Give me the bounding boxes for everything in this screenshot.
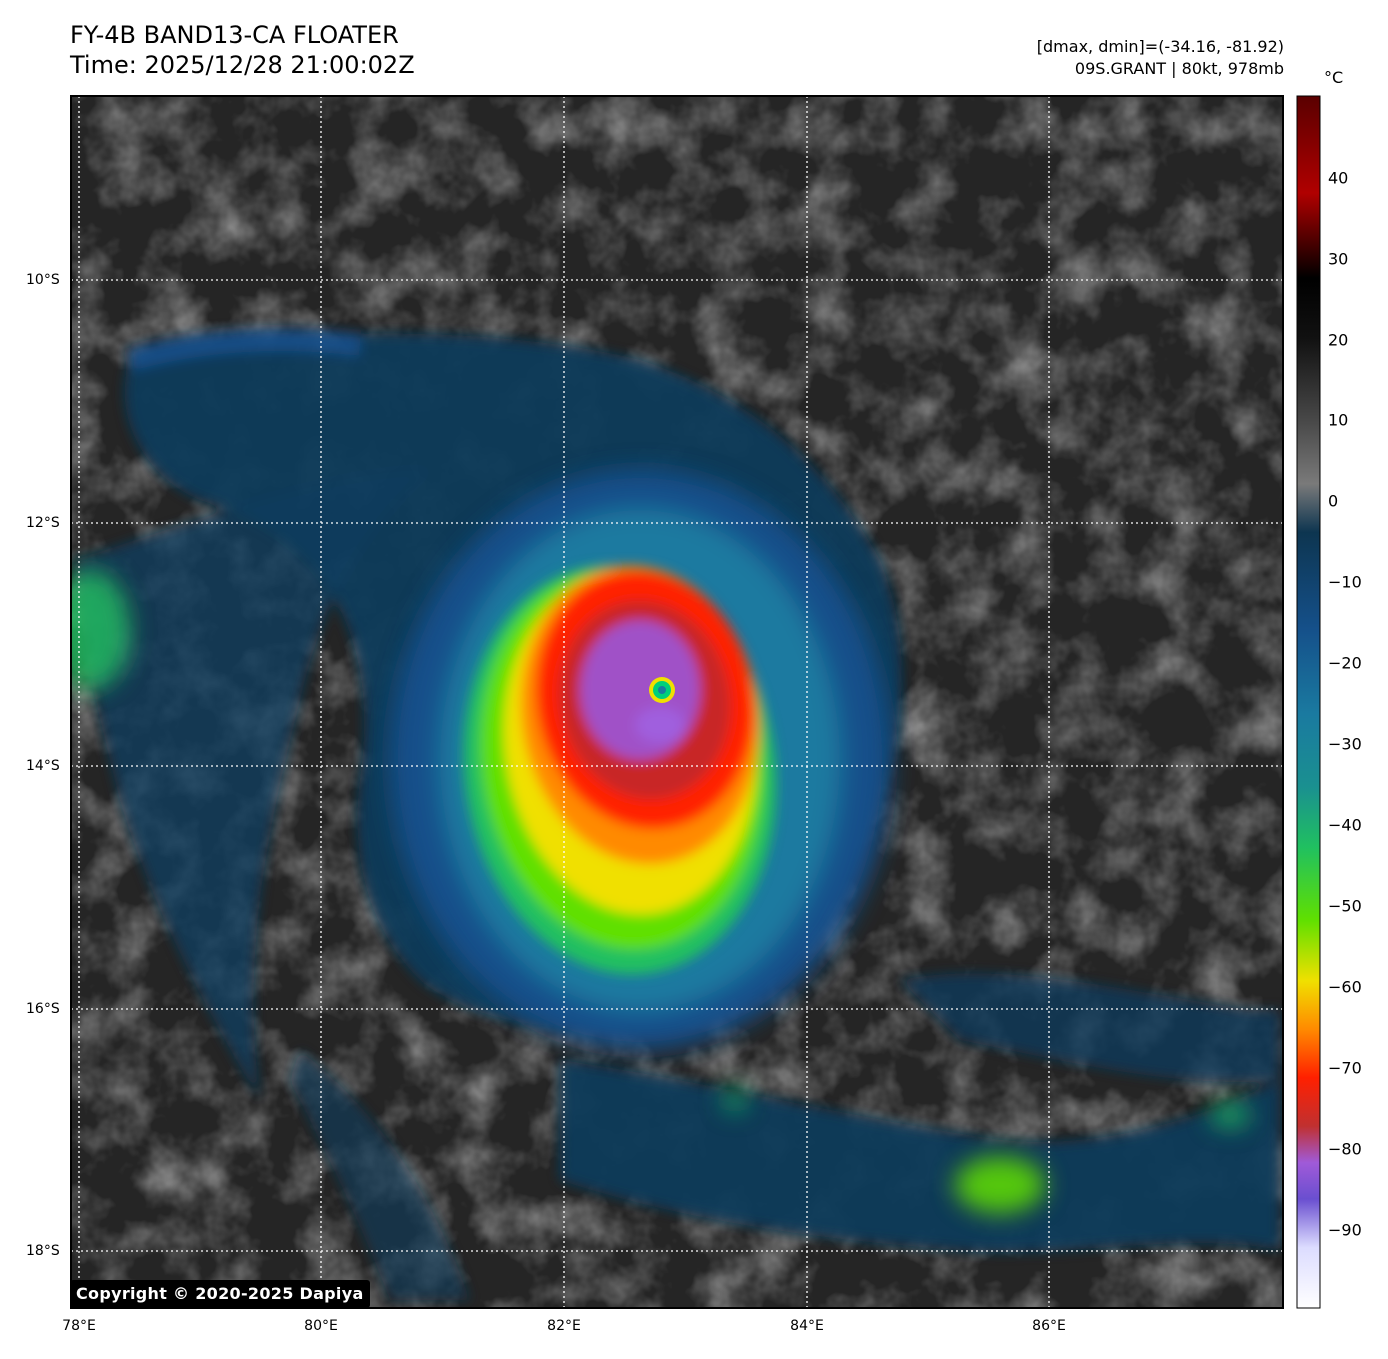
title-line-product: FY-4B BAND13-CA FLOATER bbox=[70, 21, 399, 49]
lat-label-12s: 12°S bbox=[26, 515, 60, 531]
colorbar-tick: 0 bbox=[1328, 491, 1339, 511]
colorbar-tick: 20 bbox=[1328, 330, 1349, 350]
colorbar-tick: −90 bbox=[1328, 1220, 1362, 1240]
colorbar-tick: 30 bbox=[1328, 249, 1349, 269]
colorbar-tick: −50 bbox=[1328, 896, 1362, 916]
copyright-badge: Copyright © 2020-2025 Dapiya bbox=[70, 1280, 370, 1308]
graticule bbox=[71, 96, 1283, 1308]
imagery-layer bbox=[71, 96, 1283, 1308]
figure-title: FY-4B BAND13-CA FLOATER Time: 2025/12/28… bbox=[70, 20, 415, 80]
lat-label-18s: 18°S bbox=[26, 1243, 60, 1259]
lon-label-78e: 78°E bbox=[62, 1318, 96, 1334]
colorbar bbox=[1296, 95, 1321, 1309]
colorbar-tick: −70 bbox=[1328, 1058, 1362, 1078]
colorbar-tick: 10 bbox=[1328, 410, 1349, 430]
range-text: [dmax, dmin]=(-34.16, -81.92) bbox=[1036, 37, 1284, 56]
storm-info: [dmax, dmin]=(-34.16, -81.92) 09S.GRANT … bbox=[1037, 36, 1284, 80]
colorbar-tick: −80 bbox=[1328, 1139, 1362, 1159]
colorbar-tick: 40 bbox=[1328, 168, 1349, 188]
title-line-time: Time: 2025/12/28 21:00:02Z bbox=[70, 51, 415, 79]
lon-label-86e: 86°E bbox=[1032, 1318, 1066, 1334]
lon-label-84e: 84°E bbox=[790, 1318, 824, 1334]
storm-text: 09S.GRANT | 80kt, 978mb bbox=[1074, 59, 1284, 78]
colorbar-tick: −10 bbox=[1328, 572, 1362, 592]
map-frame bbox=[70, 95, 1284, 1309]
colorbar-unit: °C bbox=[1324, 68, 1344, 87]
colorbar-tick: −60 bbox=[1328, 977, 1362, 997]
lon-label-82e: 82°E bbox=[547, 1318, 581, 1334]
colorbar-tick: −20 bbox=[1328, 653, 1362, 673]
storm-eye bbox=[649, 677, 675, 703]
lat-label-10s: 10°S bbox=[26, 272, 60, 288]
lat-label-16s: 16°S bbox=[26, 1001, 60, 1017]
lon-label-80e: 80°E bbox=[304, 1318, 338, 1334]
colorbar-tick: −30 bbox=[1328, 734, 1362, 754]
lat-label-14s: 14°S bbox=[26, 758, 60, 774]
colorbar-tick: −40 bbox=[1328, 815, 1362, 835]
